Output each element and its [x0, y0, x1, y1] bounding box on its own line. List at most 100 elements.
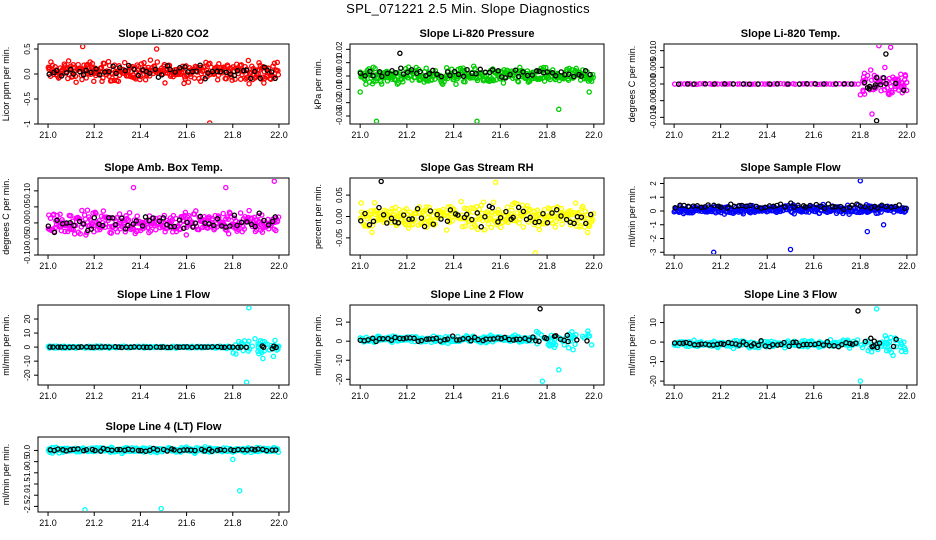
data-point: [861, 79, 868, 86]
data-point: [209, 344, 216, 350]
data-point: [252, 223, 258, 230]
data-point: [62, 228, 68, 235]
data-point: [372, 65, 378, 72]
x-tick-label: 22.0: [585, 130, 603, 140]
data-point: [376, 335, 383, 342]
data-point: [565, 338, 571, 345]
y-tick-label: 0.00: [335, 208, 344, 224]
x-tick-label: 21.0: [665, 391, 683, 401]
series-line: [357, 50, 593, 81]
data-point: [502, 75, 509, 81]
chart-title: Slope Amb. Box Temp.: [104, 162, 223, 174]
data-point: [115, 78, 122, 84]
data-point: [260, 344, 267, 350]
data-point: [883, 51, 889, 57]
y-tick-label: -2.0: [23, 488, 32, 502]
data-point: [867, 67, 874, 73]
data-point: [711, 202, 717, 209]
data-point: [88, 69, 94, 76]
data-point: [270, 353, 277, 360]
data-point: [80, 221, 87, 227]
data-point: [369, 335, 376, 342]
data-point: [459, 223, 466, 230]
data-point: [841, 81, 848, 87]
data-point: [866, 86, 872, 92]
x-tick-label: 21.0: [665, 261, 683, 271]
x-tick-label: 21.2: [398, 391, 416, 401]
data-point: [366, 222, 373, 228]
data-point: [234, 222, 240, 229]
data-point: [777, 201, 784, 207]
x-tick-label: 21.4: [758, 261, 776, 271]
data-point: [158, 505, 164, 511]
data-point: [205, 70, 211, 76]
x-tick-label: 22.0: [585, 261, 603, 271]
data-point: [444, 336, 451, 342]
data-point: [275, 71, 282, 78]
data-point: [198, 344, 205, 350]
data-point: [503, 208, 509, 215]
data-point: [573, 332, 579, 338]
data-point: [265, 222, 272, 228]
data-point: [587, 211, 594, 218]
data-point: [447, 207, 454, 213]
x-tick-label: 21.8: [224, 130, 242, 140]
data-point: [862, 204, 868, 210]
data-point: [216, 61, 222, 67]
data-point: [100, 208, 107, 214]
x-tick-label: 21.6: [492, 391, 510, 401]
y-axis-label: ml/min per min.: [1, 444, 11, 506]
data-point: [368, 208, 374, 214]
x-tick-label: 22.0: [270, 261, 288, 271]
data-point: [220, 210, 226, 217]
data-point: [157, 344, 164, 350]
data-point: [724, 81, 731, 87]
data-point: [244, 219, 250, 225]
data-point: [515, 204, 522, 211]
data-point: [866, 83, 873, 90]
y-tick-label: -0.005: [649, 89, 658, 112]
data-point: [460, 336, 466, 342]
data-point: [389, 76, 395, 82]
data-point: [584, 229, 591, 236]
data-point: [77, 231, 83, 237]
data-point: [123, 213, 129, 219]
chart-panel-7: Slope Line 1 Flow ml/min per min. 21.0 21.2…: [1, 289, 290, 401]
data-point: [185, 79, 192, 85]
data-point: [527, 214, 533, 221]
data-point: [815, 340, 822, 347]
data-point: [226, 344, 233, 350]
data-point: [853, 340, 859, 346]
plot-frame: [663, 304, 918, 386]
data-point: [73, 79, 79, 85]
data-point: [89, 446, 96, 453]
series-all: [671, 179, 910, 254]
data-point: [823, 81, 830, 87]
x-tick-label: 21.0: [39, 261, 57, 271]
data-point: [752, 81, 758, 87]
y-tick-label: -10: [335, 354, 344, 366]
data-point: [434, 71, 440, 78]
data-point: [495, 335, 501, 341]
data-point: [246, 207, 252, 214]
data-point: [832, 204, 839, 210]
data-point: [229, 77, 235, 83]
data-point: [273, 227, 279, 234]
data-point: [549, 70, 556, 76]
data-point: [214, 216, 221, 222]
data-point: [388, 215, 395, 222]
data-point: [530, 334, 536, 340]
data-point: [462, 79, 468, 85]
data-point: [898, 79, 905, 86]
plot-frame: [37, 436, 290, 513]
data-point: [168, 344, 174, 350]
data-point: [91, 214, 98, 221]
data-point: [370, 218, 377, 225]
y-tick-label: -0.05: [23, 229, 32, 248]
data-point: [47, 215, 54, 221]
data-point: [138, 61, 145, 67]
data-point: [774, 342, 781, 348]
data-point: [272, 75, 278, 82]
data-point: [55, 446, 61, 452]
x-tick-label: 21.6: [492, 261, 510, 271]
